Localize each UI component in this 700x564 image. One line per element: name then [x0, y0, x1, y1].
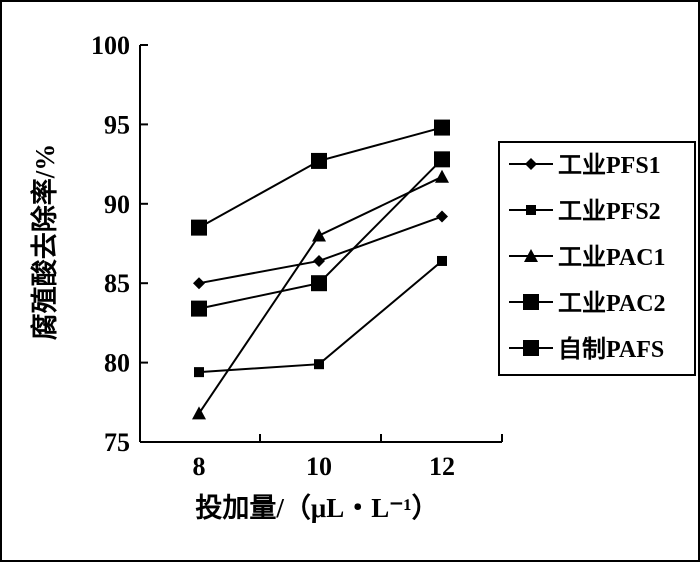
- legend-label: 自制PAFS: [558, 335, 664, 363]
- data-point: [311, 152, 327, 169]
- legend-entry: 工业PFS2: [509, 198, 661, 225]
- legend-entry: 工业PFS1: [509, 152, 661, 179]
- series-3: [192, 169, 449, 420]
- x-tick-label: 10: [306, 452, 332, 481]
- legend-label: 工业PAC2: [558, 290, 666, 317]
- y-tick-label: 90: [104, 190, 130, 219]
- data-point: [194, 367, 204, 378]
- legend-entry: 自制PAFS: [509, 335, 664, 363]
- series-layer: [191, 119, 450, 420]
- data-point: [192, 406, 206, 420]
- legend-marker: [525, 158, 537, 170]
- series-line: [198, 215, 443, 285]
- legend-entry: 工业PAC1: [509, 244, 666, 271]
- y-tick-label: 95: [104, 110, 130, 139]
- data-point: [435, 169, 449, 183]
- series-1: [193, 210, 448, 290]
- series-line: [198, 126, 443, 229]
- data-point: [311, 275, 327, 292]
- x-tick-label: 12: [429, 452, 455, 481]
- legend-marker: [523, 340, 539, 356]
- x-axis-title: 投加量/（μL・L⁻¹）: [195, 493, 438, 523]
- y-tick-label: 100: [91, 31, 130, 60]
- y-tick-label: 75: [104, 428, 130, 457]
- y-tick-label: 85: [104, 269, 130, 298]
- legend-marker: [524, 249, 538, 262]
- data-point: [312, 228, 326, 242]
- axes: 75 80 85 90 95 100 8 10 12: [91, 31, 503, 481]
- data-point: [313, 254, 325, 267]
- data-point: [193, 277, 205, 290]
- legend-label: 工业PFS1: [558, 152, 661, 179]
- series-2: [194, 255, 447, 378]
- data-point: [434, 151, 450, 168]
- y-tick-label: 80: [104, 349, 130, 378]
- data-point: [437, 255, 447, 266]
- data-point: [434, 119, 450, 136]
- y-axis-title: 腐殖酸去除率/%: [29, 144, 60, 341]
- legend-entry: 工业PAC2: [509, 290, 666, 317]
- legend-marker: [523, 294, 539, 310]
- series-5: [191, 119, 450, 236]
- x-tick-label: 8: [193, 452, 206, 481]
- series-line: [198, 175, 443, 414]
- legend-label: 工业PFS2: [558, 198, 661, 225]
- series-4: [191, 151, 450, 317]
- data-point: [436, 210, 448, 223]
- data-point: [314, 359, 324, 370]
- legend: 工业PFS1 工业PFS2 工业PAC1 工业PAC2 自制PAFS: [498, 141, 696, 376]
- legend-label: 工业PAC1: [558, 244, 666, 271]
- data-point: [191, 219, 207, 236]
- data-point: [191, 300, 207, 317]
- legend-marker: [526, 205, 536, 215]
